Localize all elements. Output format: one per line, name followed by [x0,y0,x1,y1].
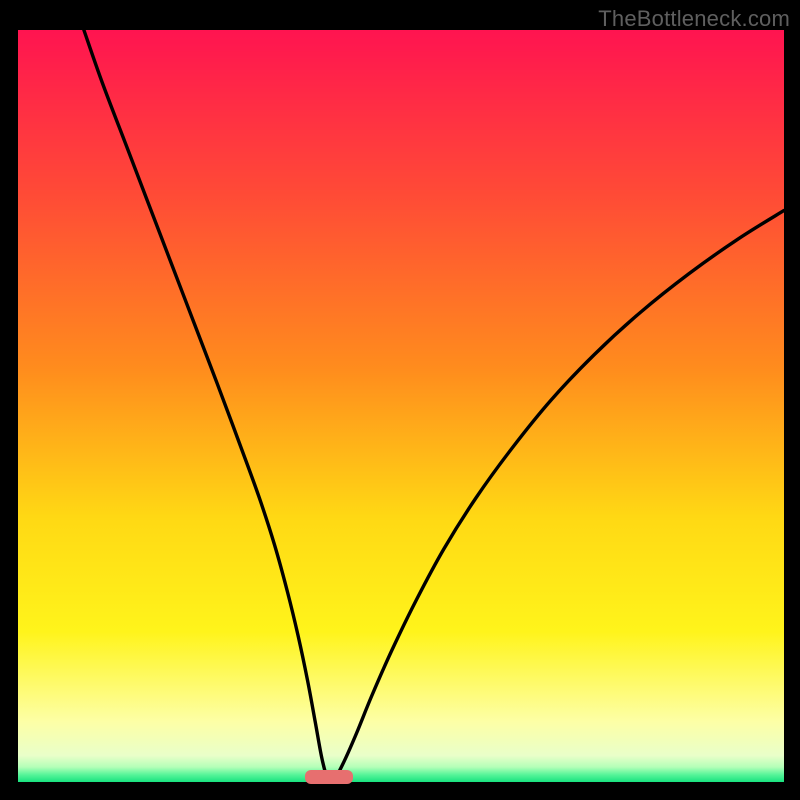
optimal-marker [305,770,353,784]
bottleneck-curve [0,0,800,800]
